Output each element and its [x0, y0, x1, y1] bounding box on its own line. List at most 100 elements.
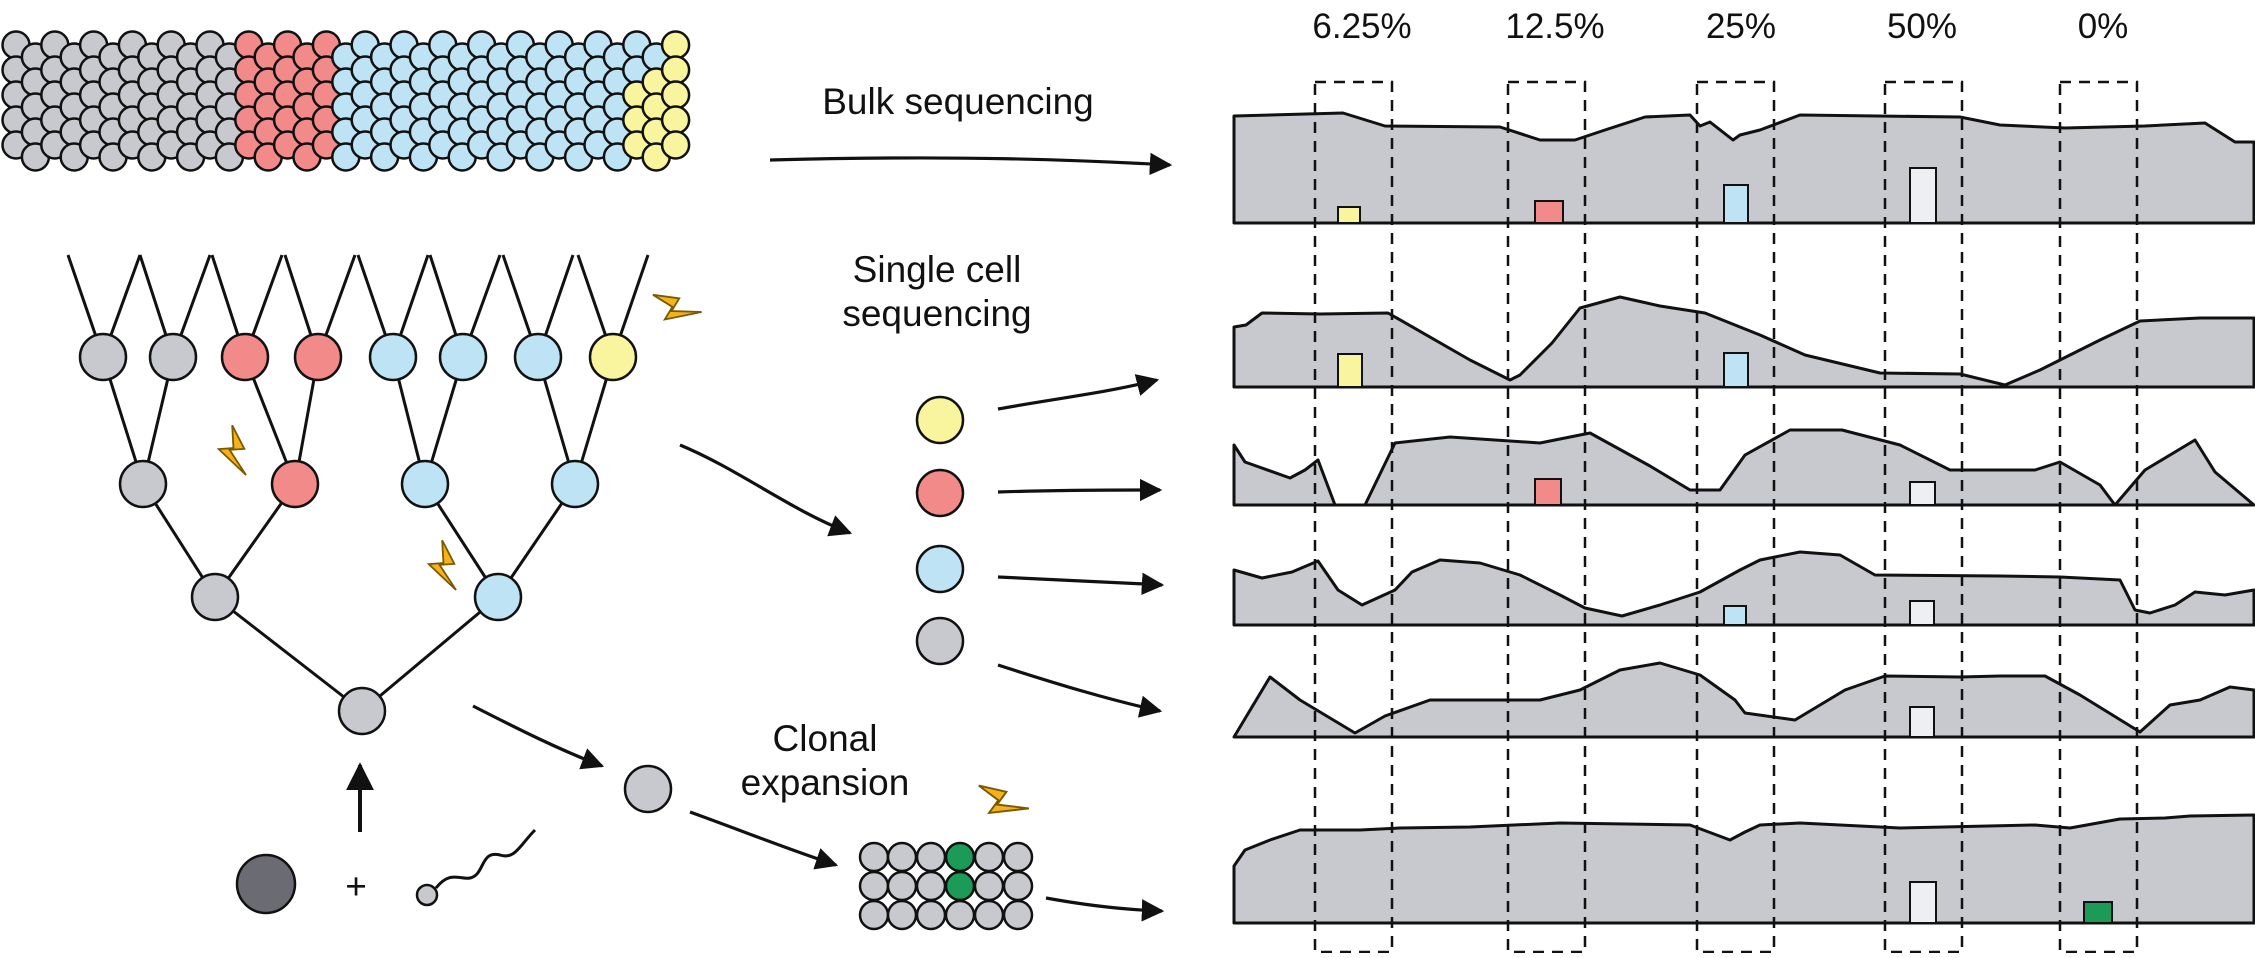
frequency-window-box [1313, 80, 1394, 954]
clone-cell [858, 841, 890, 873]
sperm-cell-icon [415, 883, 439, 907]
flow-arrow [997, 374, 1160, 411]
coverage-track [1232, 295, 2255, 389]
coverage-track [1232, 428, 2255, 507]
clone-cell [973, 899, 1005, 931]
variant-marker [1337, 353, 1363, 388]
plus-sign: + [345, 866, 367, 907]
frequency-window-box [1506, 80, 1587, 954]
clone-cell [944, 870, 976, 902]
clone-cell [1002, 841, 1034, 873]
clone-cell [886, 870, 918, 902]
expanded-founder-cell [623, 764, 673, 814]
variant-marker [1909, 600, 1935, 626]
bulk-tissue-grid [1, 30, 691, 172]
tree-leaf-cell [78, 332, 128, 382]
variant-marker [1723, 605, 1747, 626]
lightning-bolt-icon [648, 276, 703, 333]
clone-cell [944, 841, 976, 873]
sperm-tail [434, 828, 537, 889]
zygote-cell [337, 686, 387, 736]
clone-cell [858, 870, 890, 902]
tree-mid-cell [400, 459, 450, 509]
tree-mid-cell [550, 459, 600, 509]
percent-label-2: 12.5% [1505, 7, 1604, 46]
clone-cell [915, 841, 947, 873]
variant-marker [1723, 352, 1749, 388]
flow-arrow [472, 704, 605, 770]
single-cell-label-line2: sequencing [842, 293, 1031, 334]
tree-leaf-cell [293, 332, 343, 382]
percent-label-5: 0% [2078, 7, 2129, 46]
lightning-bolt-icon [212, 422, 262, 476]
tree-upper-cell [190, 572, 240, 622]
clonal-expansion-label-line2: expansion [741, 762, 910, 803]
flow-arrow [997, 572, 1165, 596]
variant-marker [1534, 478, 1562, 506]
clone-cell [915, 899, 947, 931]
bulk-sequencing-label: Bulk sequencing [822, 81, 1094, 122]
lineage-tree [66, 254, 703, 915]
bulk-cell [660, 80, 691, 110]
variant-marker [1337, 206, 1361, 224]
clone-cell [886, 899, 918, 931]
variant-marker [1909, 481, 1936, 506]
single-cell [915, 468, 965, 518]
clone-cell [973, 841, 1005, 873]
clone-cell [1002, 899, 1034, 931]
tree-leaf-cell [368, 332, 418, 382]
tree-leaf-cell [220, 332, 270, 382]
lightning-bolt-icon [973, 768, 1030, 828]
sequencing-tracks [1232, 111, 2255, 925]
lightning-bolt-icon [422, 537, 472, 591]
single-cell [915, 395, 965, 445]
clone-cell [944, 899, 976, 931]
percent-label-4: 50% [1887, 7, 1957, 46]
clone-cell [1002, 870, 1034, 902]
tree-leaf-cell [588, 332, 638, 382]
flow-arrow [689, 810, 839, 870]
flow-arrow [997, 478, 1163, 502]
variant-marker [1909, 881, 1937, 924]
clone-cell [973, 870, 1005, 902]
variant-marker [1909, 706, 1935, 738]
tree-leaf-cell [513, 332, 563, 382]
single-cell [915, 616, 965, 666]
coverage-track [1232, 550, 2255, 627]
frequency-window-box [2058, 80, 2139, 954]
single-cell [915, 544, 965, 594]
clone-cell [915, 870, 947, 902]
coverage-track [1232, 813, 2255, 925]
variant-marker [1909, 167, 1937, 224]
bulk-cell [660, 130, 691, 160]
single-cell-label-line1: Single cell [853, 249, 1022, 290]
tree-leaf-cell [438, 332, 488, 382]
flow-arrows [472, 152, 1173, 922]
flow-arrow [997, 663, 1163, 718]
frequency-window-box [1883, 80, 1964, 954]
single-cells-column [623, 395, 965, 814]
tree-branch [214, 595, 363, 713]
bulk-cell [660, 105, 691, 135]
bulk-cell [660, 55, 691, 85]
dashed-frequency-boxes [1313, 80, 2139, 954]
percent-label-3: 25% [1706, 7, 1776, 46]
tree-leaf-cell [148, 332, 198, 382]
variant-marker [1534, 200, 1564, 224]
clone-cell [858, 899, 890, 931]
variant-marker [2083, 901, 2113, 924]
flow-arrow [769, 152, 1173, 176]
coverage-track [1232, 661, 2255, 739]
tree-mid-cell [270, 459, 320, 509]
clonal-expansion-grid [858, 768, 1034, 931]
clonal-expansion-label-line1: Clonal [773, 718, 878, 759]
coverage-track [1232, 111, 2255, 225]
variant-marker [1723, 184, 1749, 224]
egg-cell-icon [235, 853, 297, 915]
flow-arrow [1045, 896, 1165, 922]
tree-upper-cell [473, 572, 523, 622]
bulk-cell [660, 30, 691, 60]
tree-mid-cell [118, 459, 168, 509]
